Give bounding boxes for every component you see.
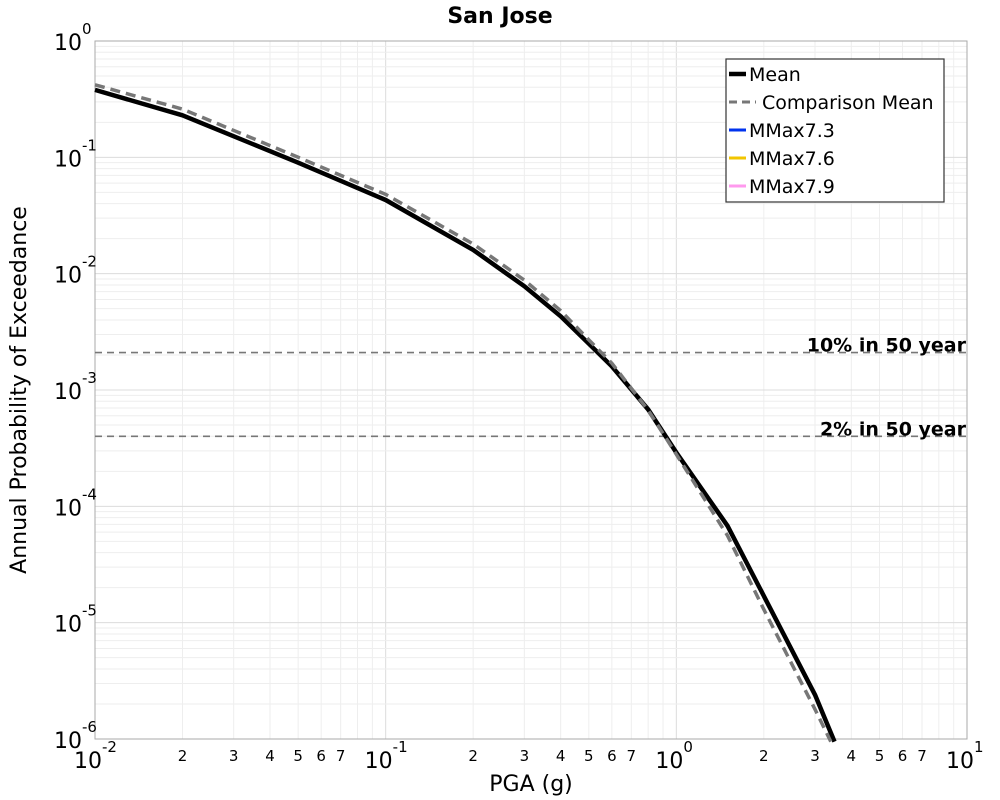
- x-minor-tick-label: 5: [293, 747, 303, 765]
- series-line-mean: [94, 87, 837, 743]
- x-minor-tick-label: 6: [898, 747, 908, 765]
- y-axis-label: Annual Probability of Exceedance: [7, 206, 32, 574]
- y-tick-labels: 100 10-1 10-2 10-3 10-4 10-5 10-6: [54, 20, 97, 754]
- legend-label: Comparison Mean: [762, 92, 934, 114]
- legend-label: MMax7.9: [749, 176, 835, 198]
- legend-label: Mean: [749, 64, 801, 86]
- x-tick-label: 10-2: [74, 738, 117, 774]
- series-line-comparison-mean: [94, 83, 833, 743]
- x-minor-tick-label: 3: [810, 747, 820, 765]
- x-tick-label: 10-1: [365, 738, 408, 774]
- x-minor-tick-label: 4: [847, 747, 857, 765]
- x-minor-tick-label: 3: [229, 747, 239, 765]
- reference-lines: 10% in 50 year 2% in 50 year: [95, 335, 967, 440]
- series-lines: [94, 83, 837, 743]
- y-tick-label: 10-1: [54, 136, 97, 172]
- x-minor-tick-label: 3: [520, 747, 530, 765]
- legend-label: MMax7.6: [749, 148, 835, 170]
- chart-title: San Jose: [447, 4, 552, 29]
- y-tick-label: 10-6: [54, 718, 97, 754]
- legend-label: MMax7.3: [749, 120, 835, 142]
- x-minor-tick-label: 6: [607, 747, 617, 765]
- x-minor-tick-label: 4: [265, 747, 275, 765]
- x-minor-tick-label: 6: [316, 747, 326, 765]
- x-minor-tick-label: 5: [875, 747, 885, 765]
- x-minor-tick-label: 7: [336, 747, 346, 765]
- x-tick-label: 100: [655, 738, 693, 774]
- x-minor-tick-label: 5: [584, 747, 594, 765]
- x-minor-tick-label: 2: [759, 747, 769, 765]
- legend-box: [725, 58, 945, 203]
- y-tick-label: 10-2: [54, 253, 97, 289]
- x-tick-label: 101: [946, 738, 984, 774]
- x-axis-label: PGA (g): [489, 772, 573, 797]
- x-minor-tick-label: 4: [556, 747, 566, 765]
- x-minor-tick-label: 7: [627, 747, 637, 765]
- y-tick-label: 10-3: [54, 369, 97, 405]
- reference-line-label: 10% in 50 year: [807, 335, 967, 357]
- x-minor-tick-label: 2: [178, 747, 188, 765]
- y-tick-label: 10-4: [54, 485, 97, 521]
- plot-area: [94, 40, 968, 740]
- x-minor-tick-label: 2: [468, 747, 478, 765]
- y-tick-label: 100: [54, 20, 92, 56]
- legend: Mean Comparison Mean MMax7.3 MMax7.6 MMax7.9: [725, 58, 945, 203]
- reference-line-label: 2% in 50 year: [820, 418, 967, 440]
- grid-lines: [94, 41, 967, 740]
- y-tick-label: 10-5: [54, 602, 97, 638]
- x-minor-tick-label: 7: [917, 747, 927, 765]
